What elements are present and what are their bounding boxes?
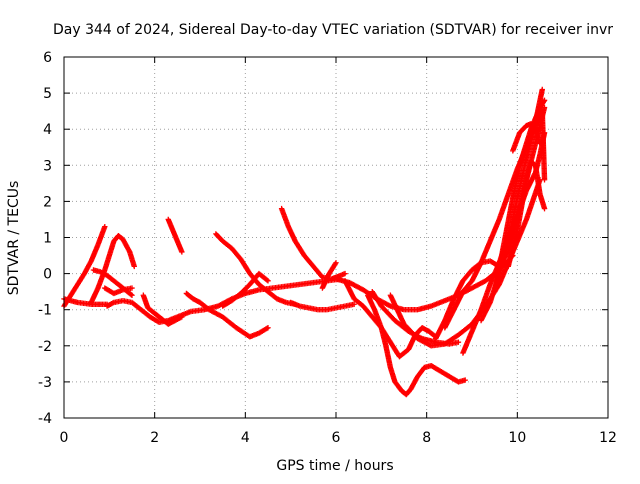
data-point — [131, 263, 137, 270]
series-t06 — [140, 292, 185, 327]
data-point — [265, 278, 271, 284]
y-tick-label: 6 — [43, 50, 52, 66]
data-point — [541, 177, 548, 183]
series-t03 — [88, 232, 137, 306]
data-point — [455, 339, 462, 345]
series-t24 — [505, 158, 548, 270]
data-point — [332, 261, 339, 267]
series-t09 — [213, 231, 298, 307]
series-t02 — [61, 223, 108, 309]
data-point — [462, 377, 468, 383]
chart-title: Day 344 of 2024, Sidereal Day-to-day VTE… — [53, 22, 613, 38]
data-point — [129, 285, 135, 291]
y-tick-label: -2 — [38, 339, 52, 355]
data-point — [129, 292, 135, 298]
x-tick-label: 4 — [241, 430, 250, 446]
x-axis-label: GPS time / hours — [276, 458, 393, 474]
x-tick-label: 2 — [150, 430, 159, 446]
data-point — [541, 104, 548, 111]
data-point — [342, 270, 348, 277]
y-tick-label: 3 — [43, 158, 52, 174]
y-tick-label: -1 — [38, 303, 52, 319]
gridlines — [64, 57, 608, 418]
series-t05 — [102, 285, 135, 297]
y-tick-label: 4 — [43, 122, 52, 138]
data-point — [351, 301, 357, 307]
series-t13 — [319, 260, 339, 291]
y-tick-label: -4 — [38, 411, 52, 427]
y-tick-label: 1 — [43, 231, 52, 247]
series-t10 — [219, 270, 271, 309]
data-point — [333, 260, 339, 266]
series-t15 — [342, 278, 439, 360]
data-markers — [61, 86, 548, 398]
y-tick-label: 5 — [43, 86, 52, 102]
series-t11 — [278, 205, 348, 282]
series-t07 — [165, 216, 185, 255]
y-tick-label: 0 — [43, 267, 52, 283]
series-t17 — [369, 288, 462, 347]
data-point — [541, 205, 548, 212]
x-tick-label: 6 — [332, 430, 341, 446]
y-axis-label: SDTVAR / TECUs — [6, 181, 22, 296]
x-tick-label: 10 — [508, 430, 526, 446]
series-t04 — [90, 267, 135, 298]
y-tick-label: -3 — [38, 375, 52, 391]
series-t12 — [287, 299, 357, 313]
data-point — [264, 277, 270, 283]
x-tick-label: 12 — [599, 430, 617, 446]
data-point — [102, 223, 108, 230]
x-tick-label: 8 — [422, 430, 431, 446]
data-point — [179, 249, 185, 255]
series-t01 — [61, 276, 344, 326]
data-point — [537, 140, 543, 147]
x-axis-ticks: 0 2 4 6 8 10 12 — [60, 57, 617, 446]
series-t16 — [365, 292, 468, 398]
series-t23 — [491, 97, 548, 295]
data-point — [541, 97, 548, 104]
data-point — [179, 314, 185, 320]
data-point — [265, 325, 271, 331]
data-point — [264, 325, 270, 332]
series-t08 — [183, 290, 271, 340]
data-point — [539, 86, 545, 93]
y-tick-label: 2 — [43, 194, 52, 210]
y-axis-ticks: -4 -3 -2 -1 0 1 2 3 4 5 6 — [38, 50, 608, 427]
x-tick-label: 0 — [60, 430, 69, 446]
series-t25 — [510, 121, 543, 154]
data-point — [128, 291, 134, 298]
